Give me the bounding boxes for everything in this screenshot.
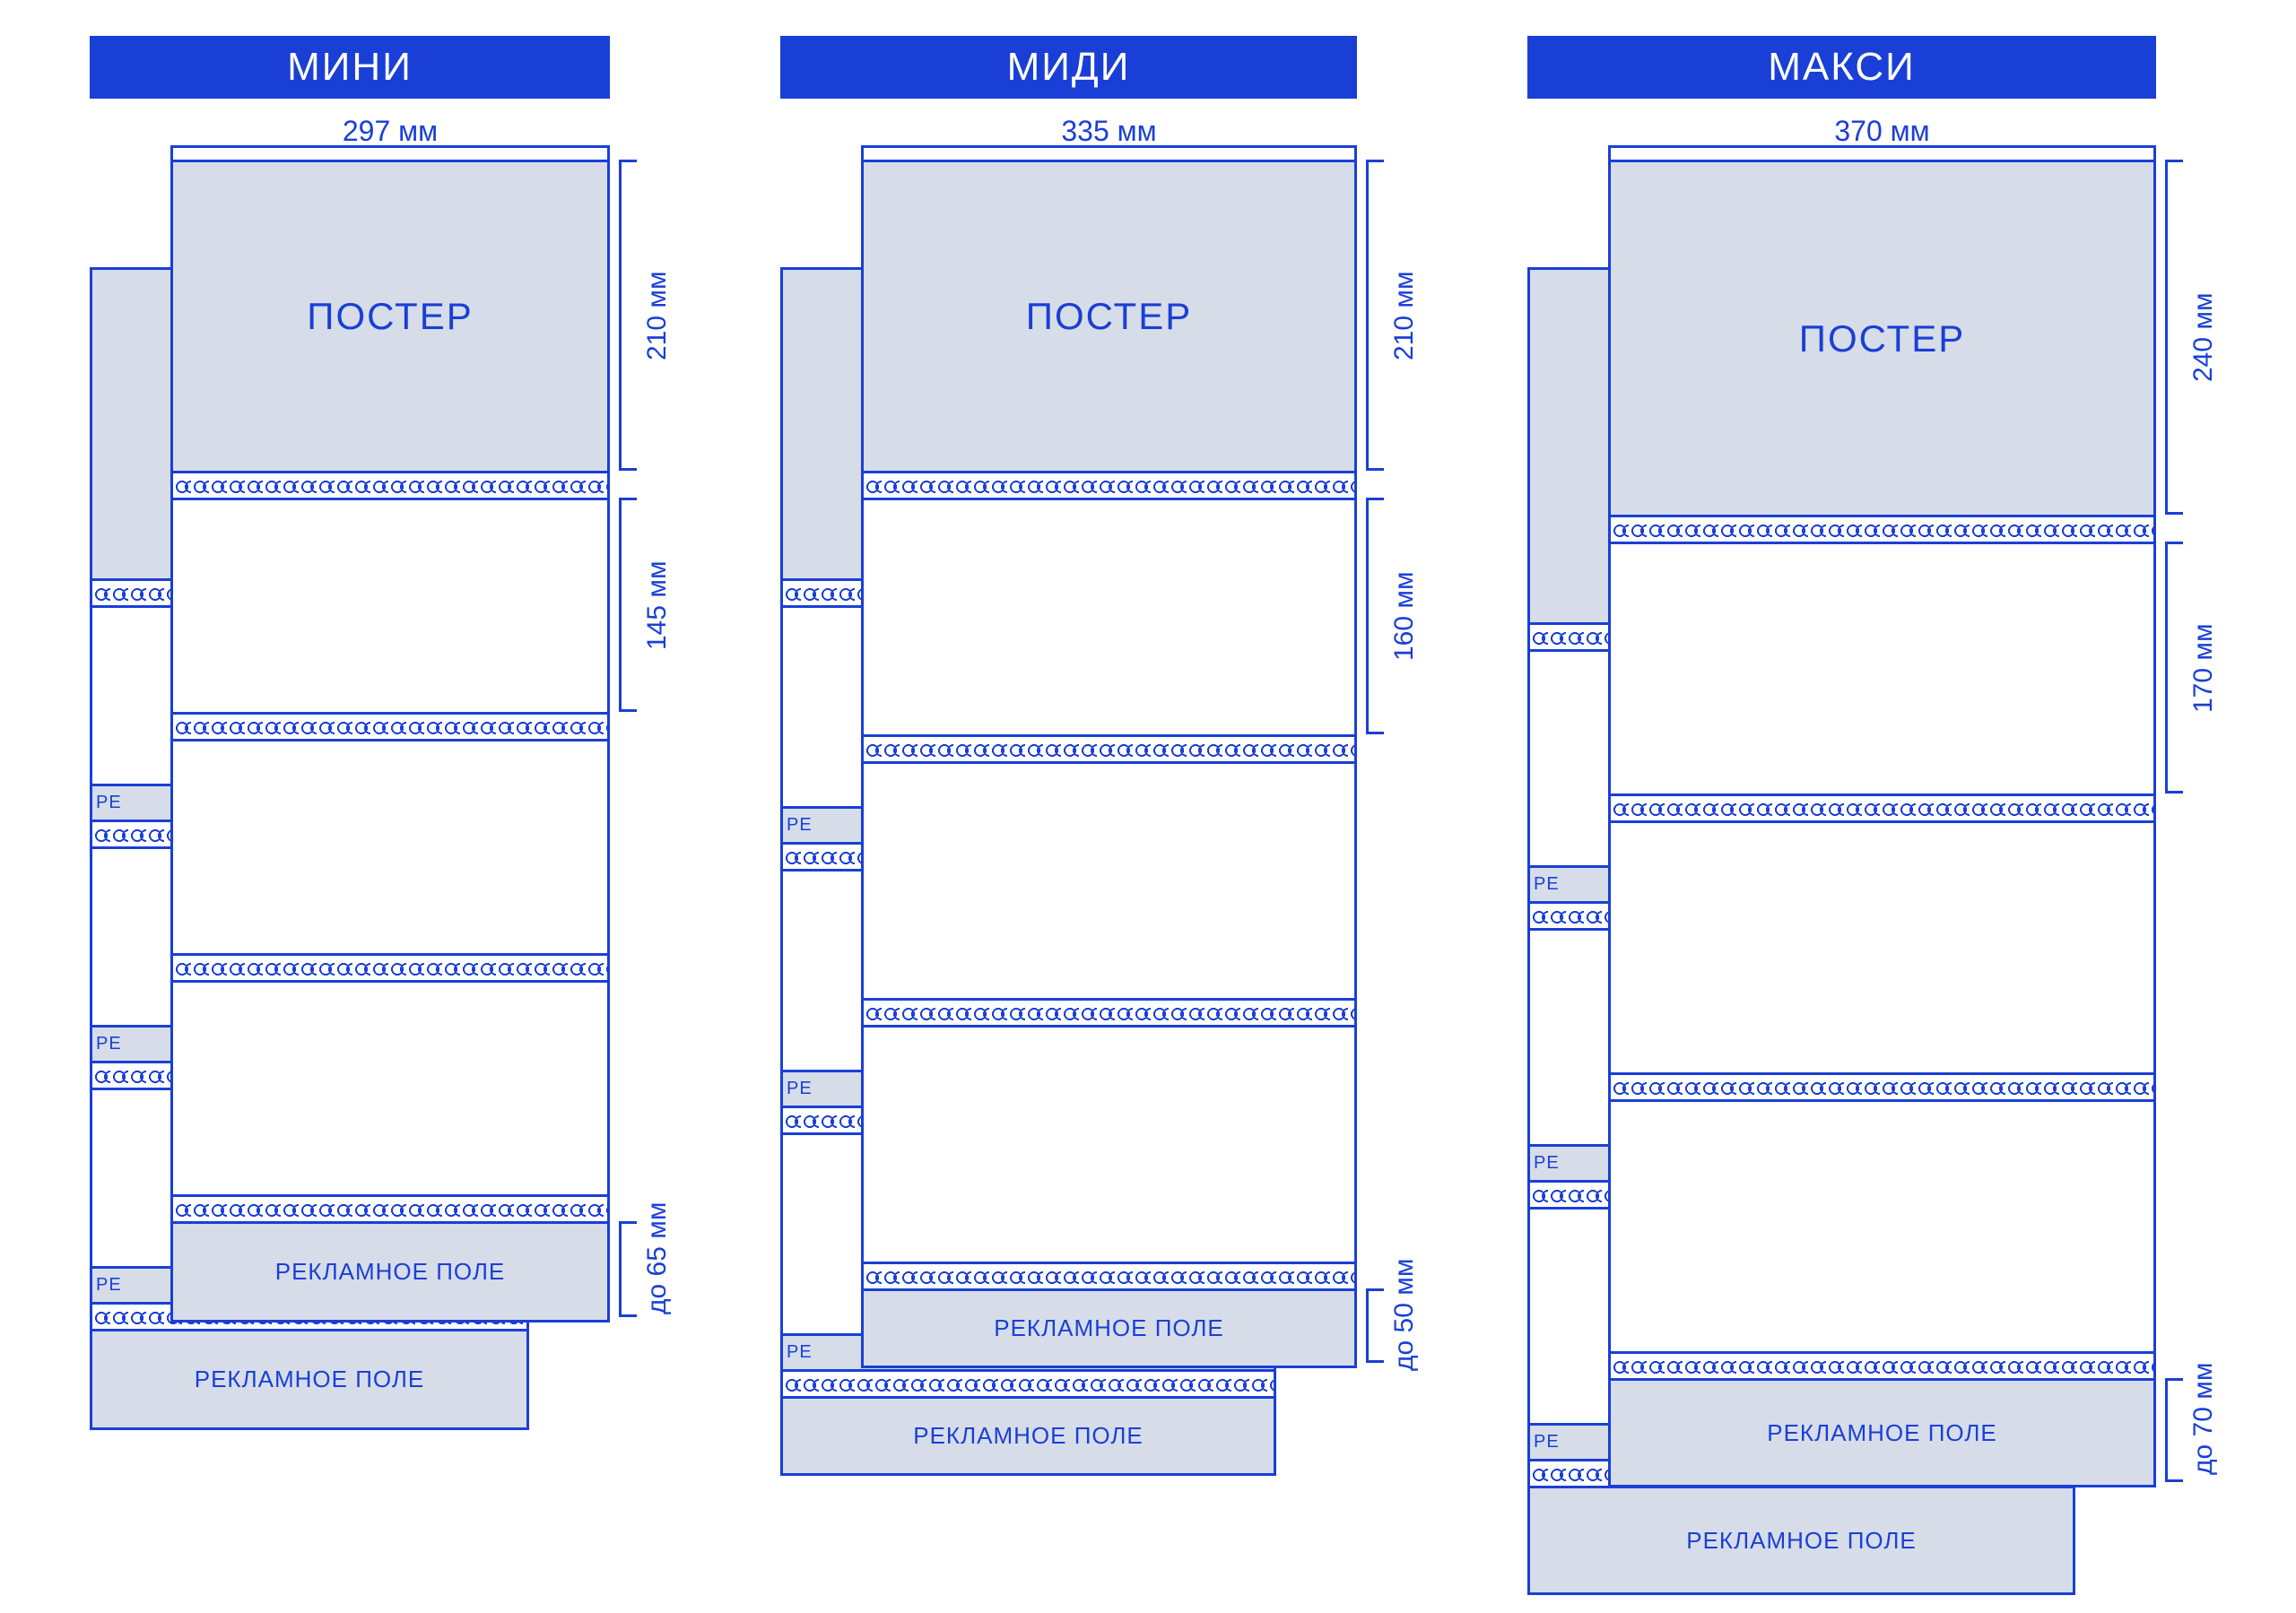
calendar-block [173, 500, 607, 715]
dimension-vertical: 170 мм [2165, 542, 2228, 793]
ad-field: РЕКЛАМНОЕ ПОЛЕ [783, 1399, 1274, 1473]
calendar-block [173, 741, 607, 956]
dimension-vertical: до 50 мм [1366, 1288, 1429, 1363]
dimension-vertical: 210 мм [619, 160, 682, 471]
dimension-label: 297 мм [343, 115, 438, 147]
calendar-front: ПОСТЕР РЕКЛАМНОЕ ПОЛЕ [861, 160, 1357, 1368]
dimension-label: 210 мм [1389, 271, 1420, 360]
variant-midi: МИДИ335 ммРЕРЕРЕРЕКЛАМНОЕ ПОЛЕПОСТЕРРЕКЛ… [780, 36, 1438, 1613]
ad-field: РЕКЛАМНОЕ ПОЛЕ [1530, 1488, 2073, 1592]
calendar-block [1611, 823, 2153, 1075]
dimension-width: 335 мм [861, 115, 1357, 154]
calendar-front: ПОСТЕР РЕКЛАМНОЕ ПОЛЕ [1608, 160, 2156, 1487]
calendar-block [864, 764, 1354, 1001]
variant-mini: МИНИ297 ммРЕРЕРЕРЕКЛАМНОЕ ПОЛЕПОСТЕРРЕКЛ… [90, 36, 691, 1613]
dimension-vertical: 240 мм [2165, 160, 2228, 515]
poster-area: ПОСТЕР [864, 162, 1354, 473]
ad-field: РЕКЛАМНОЕ ПОЛЕ [864, 1291, 1354, 1366]
calendar-front: ПОСТЕР РЕКЛАМНОЕ ПОЛЕ [170, 160, 610, 1322]
dimension-vertical: 210 мм [1366, 160, 1429, 471]
poster-area: ПОСТЕР [1611, 162, 2153, 517]
calendar-block [1611, 1102, 2153, 1354]
ad-field: РЕКЛАМНОЕ ПОЛЕ [92, 1331, 526, 1427]
variant-title: МИНИ [90, 36, 610, 99]
dimension-label: 370 мм [1834, 115, 1929, 147]
dimension-vertical: до 70 мм [2165, 1378, 2228, 1482]
dimension-width: 297 мм [170, 115, 610, 154]
dimension-label: до 50 мм [1389, 1258, 1420, 1370]
variant-title: МИДИ [780, 36, 1357, 99]
dimension-label: 145 мм [642, 560, 673, 650]
ad-field: РЕКЛАМНОЕ ПОЛЕ [173, 1224, 607, 1320]
dimension-label: до 70 мм [2188, 1363, 2219, 1475]
calendar-block [864, 1028, 1354, 1264]
dimension-width: 370 мм [1608, 115, 2156, 154]
calendar-block [173, 983, 607, 1197]
variant-title: МАКСИ [1527, 36, 2156, 99]
calendar-block [864, 500, 1354, 737]
variant-maxi: МАКСИ370 ммРЕРЕРЕРЕКЛАМНОЕ ПОЛЕПОСТЕРРЕК… [1527, 36, 2237, 1613]
dimension-vertical: 145 мм [619, 498, 682, 712]
dimension-label: 170 мм [2188, 623, 2219, 713]
dimension-vertical: до 65 мм [619, 1221, 682, 1317]
dimension-label: 210 мм [642, 271, 673, 360]
calendar-block [1611, 544, 2153, 796]
poster-area: ПОСТЕР [173, 162, 607, 473]
dimension-label: 160 мм [1389, 571, 1420, 661]
dimension-vertical: 160 мм [1366, 498, 1429, 734]
dimension-label: до 65 мм [642, 1201, 673, 1314]
dimension-label: 335 мм [1061, 115, 1156, 147]
dimension-label: 240 мм [2188, 292, 2219, 382]
ad-field: РЕКЛАМНОЕ ПОЛЕ [1611, 1381, 2153, 1485]
